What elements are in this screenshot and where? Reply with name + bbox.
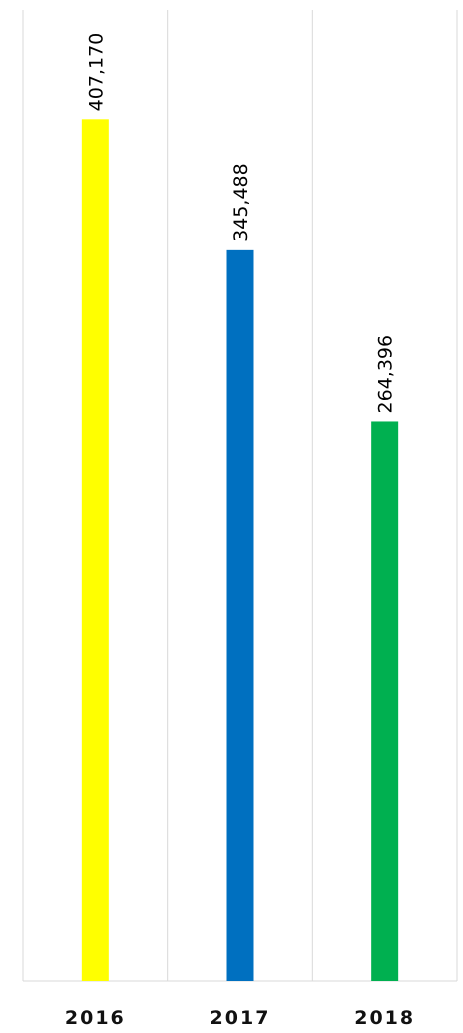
bar-2016	[81, 119, 109, 982]
bars	[81, 119, 399, 982]
data-label-2017: 345,488	[230, 163, 252, 242]
x-tick-label-2016: 2016	[65, 1007, 126, 1029]
data-label-2018: 264,396	[375, 335, 397, 414]
x-tick-label-2017: 2017	[210, 1007, 271, 1029]
x-tick-label-2018: 2018	[354, 1007, 415, 1029]
category-axis-labels: 2016 2017 2018	[65, 1007, 415, 1029]
data-label-2016: 407,170	[85, 33, 107, 112]
data-labels: 407,170 345,488 264,396	[85, 33, 396, 414]
bar-2017	[226, 249, 254, 982]
bar-2018	[371, 421, 399, 982]
